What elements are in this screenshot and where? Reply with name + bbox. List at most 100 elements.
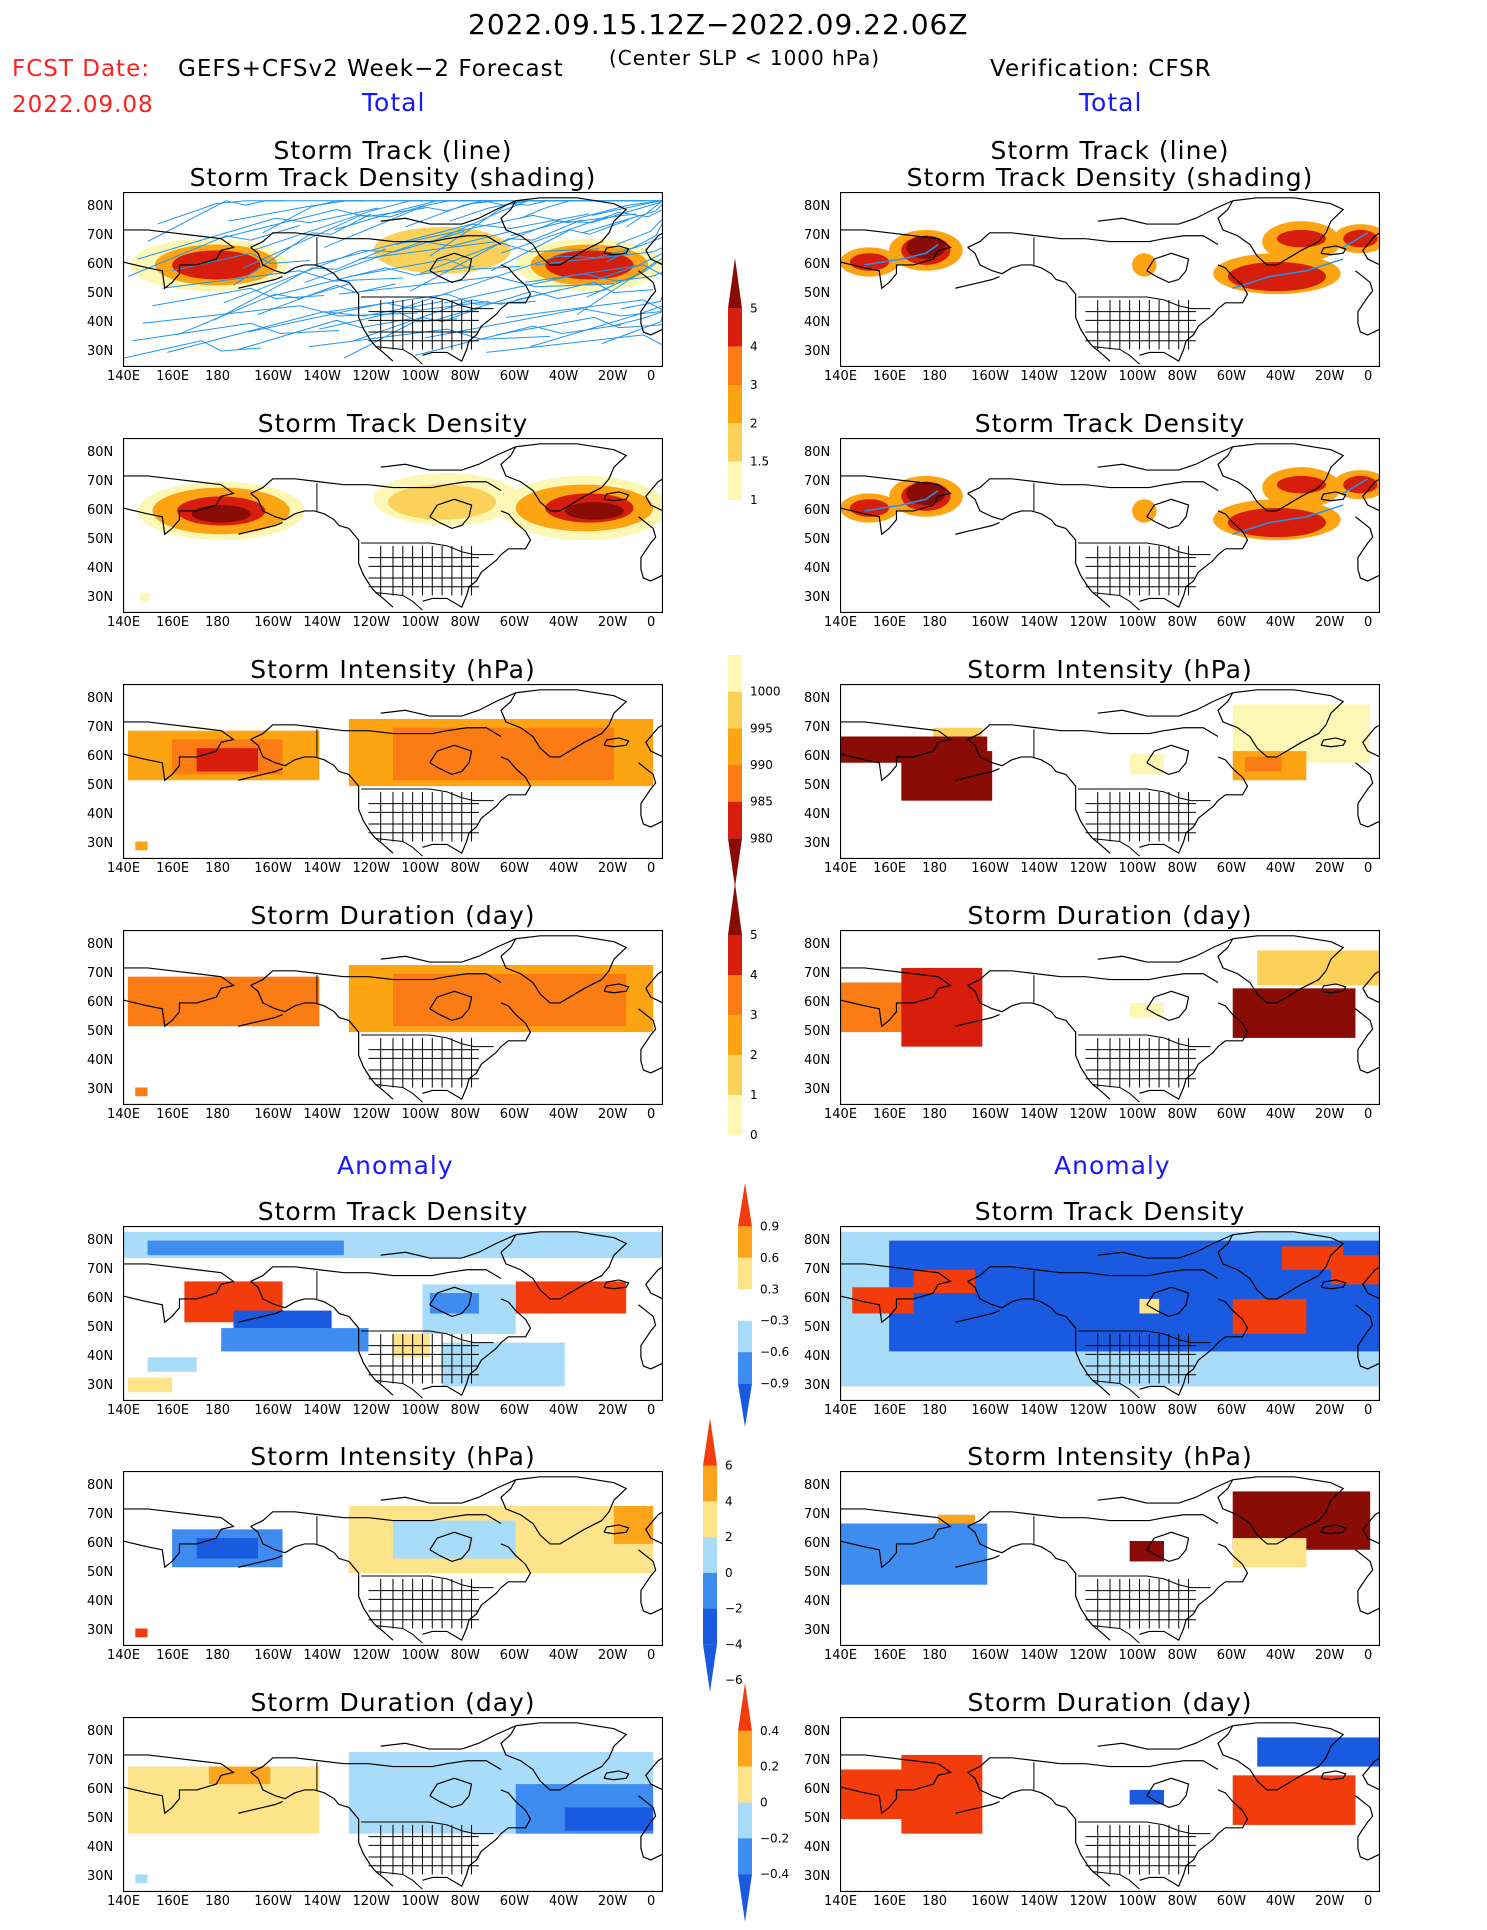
coastlines [123,1231,663,1399]
x-tick-label: 120W [1069,1403,1108,1418]
x-tick-label: 140W [1020,615,1059,630]
x-tick-label: 0 [1364,1648,1373,1663]
x-tick-label: 60W [499,1403,530,1418]
x-tick-label: 160W [971,369,1009,384]
x-tick-label: 60W [1216,861,1247,876]
field-shading [840,1491,1371,1585]
x-tick-label: 160E [156,1107,190,1122]
x-tick-label: 100W [401,369,440,384]
x-tick-label: 100W [401,1894,440,1909]
colorbar-label: −4 [725,1637,743,1651]
forecast-duration-anomaly-title: Storm Duration (day) [250,1688,536,1717]
y-tick-label: 30N [804,344,831,360]
x-tick-label: 40W [548,861,579,876]
x-tick-label: 100W [1118,1648,1157,1663]
colorbar-swatch [738,1352,752,1384]
colorbar-label: 0 [760,1796,768,1810]
forecast-line-title: Storm Track (line) [273,136,513,165]
x-tick-label: 0 [647,1648,656,1663]
colorbar-label: 2 [750,1048,758,1062]
y-tick-label: 80N [87,444,114,460]
x-tick-label: 0 [1364,369,1373,384]
colorbar-swatch [728,423,742,462]
x-tick-label: 140W [303,1403,342,1418]
x-tick-label: 160E [873,369,907,384]
x-tick-label: 60W [499,1894,530,1909]
y-tick-label: 30N [87,590,114,606]
y-tick-label: 80N [804,936,831,952]
x-tick-label: 40W [1265,1403,1296,1418]
coastlines [123,443,663,611]
colorbar-swatch [728,461,742,500]
x-tick-label: 160E [156,1648,190,1663]
y-tick-label: 70N [87,473,114,489]
x-tick-label: 140E [107,1107,141,1122]
y-tick-label: 70N [87,965,114,981]
y-tick-label: 30N [87,1082,114,1098]
y-tick-label: 40N [87,315,114,331]
x-tick-label: 120W [352,1107,391,1122]
x-tick-label: 60W [499,861,530,876]
y-tick-label: 60N [804,1290,831,1306]
y-tick-label: 40N [87,1053,114,1069]
verification-duration-anomaly-title: Storm Duration (day) [967,1688,1253,1717]
colorbar-swatch [738,1683,752,1731]
verification-intensity-anomaly-title: Storm Intensity (hPa) [967,1442,1253,1471]
colorbar-swatch [703,1572,717,1609]
x-tick-label: 160W [971,1894,1009,1909]
colorbar-label: −0.3 [760,1314,789,1328]
x-tick-label: 80W [1167,615,1198,630]
field-shading [127,1506,654,1638]
y-tick-label: 80N [804,690,831,706]
verification-duration-anomaly-map [840,1717,1380,1892]
colorbar-label: 0.2 [760,1760,779,1774]
x-tick-label: 140W [1020,1648,1059,1663]
y-tick-label: 30N [87,344,114,360]
verification-density-anomaly-map [840,1226,1380,1401]
y-tick-label: 40N [804,561,831,577]
colorbar-swatch [738,1730,752,1767]
colorbar-label: 0 [750,1128,758,1142]
colorbar-swatch [703,1465,717,1502]
x-tick-label: 140W [1020,1403,1059,1418]
forecast-density-map [123,438,663,613]
verification-intensity-title: Storm Intensity (hPa) [967,655,1253,684]
x-tick-label: 160E [156,369,190,384]
left-anomaly-label: Anomaly [337,1151,454,1180]
colorbar-swatch [728,883,742,935]
intensity-anomaly-colorbar: 6 4 2 0 −2 −4 −6 [703,1418,743,1692]
y-tick-label: 50N [804,1565,831,1581]
x-tick-label: 40W [548,1894,579,1909]
forecast-intensity-map [123,684,663,859]
x-tick-label: 160E [156,861,190,876]
colorbar-label: −0.6 [760,1345,789,1359]
x-tick-label: 160E [873,1894,907,1909]
y-tick-label: 50N [87,1024,114,1040]
x-tick-label: 20W [597,1894,628,1909]
coastlines [840,1476,1380,1644]
x-tick-label: 60W [499,1107,530,1122]
x-tick-label: 80W [1167,369,1198,384]
x-tick-label: 0 [647,615,656,630]
field-shading [840,950,1380,1047]
x-tick-label: 0 [647,861,656,876]
x-tick-label: 180 [922,1107,947,1122]
colorbar-swatch [703,1418,717,1466]
y-tick-label: 80N [87,1477,114,1493]
intensity-total-colorbar: 1000 995 990 985 980 [728,655,781,887]
y-tick-label: 30N [804,1082,831,1098]
y-tick-label: 50N [87,1811,114,1827]
x-tick-label: 160W [971,615,1009,630]
duration-total-colorbar: 5 4 3 2 1 0 [728,883,758,1142]
right-total-label: Total [1079,88,1143,117]
x-tick-label: 100W [401,861,440,876]
x-tick-label: 100W [1118,615,1157,630]
y-tick-label: 40N [804,1594,831,1610]
x-tick-label: 40W [1265,1894,1296,1909]
y-tick-label: 60N [804,256,831,272]
y-tick-label: 30N [804,1869,831,1885]
forecast-intensity-title: Storm Intensity (hPa) [250,655,536,684]
x-tick-label: 60W [1216,615,1247,630]
colorbar-label: 985 [750,795,773,809]
x-tick-label: 120W [352,369,391,384]
